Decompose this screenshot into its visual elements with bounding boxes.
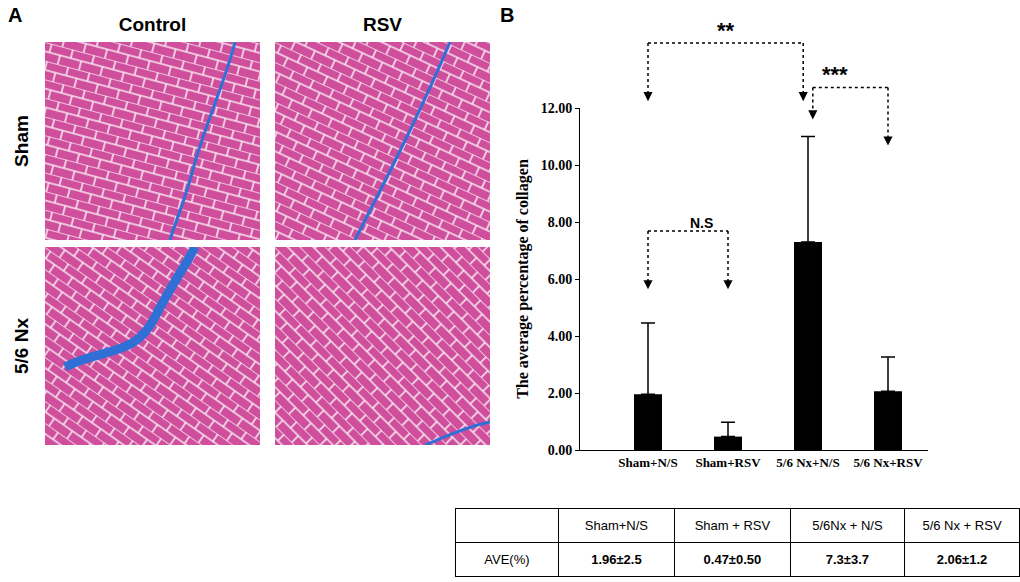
svg-text:***: *** [822, 62, 848, 87]
html-text:Sham: Sham [11, 115, 32, 167]
svg-text:4.00: 4.00 [548, 329, 573, 344]
svg-text:8.00: 8.00 [548, 215, 573, 230]
svg-text:10.00: 10.00 [541, 158, 573, 173]
svg-text:**: ** [717, 18, 735, 43]
svg-text:6.00: 6.00 [548, 272, 573, 287]
svg-text:N.S: N.S [690, 215, 713, 231]
html-text:0.47±0.50: 0.47±0.50 [703, 552, 762, 567]
svg-text:Sham+RSV: Sham+RSV [695, 455, 761, 470]
svg-text:5/6 Nx+RSV: 5/6 Nx+RSV [853, 455, 923, 470]
svg-text:Sham+N/S: Sham+N/S [618, 455, 677, 470]
html-text:B: B [500, 4, 515, 26]
html-text:A: A [8, 4, 23, 26]
html-text:Sham+N/S: Sham+N/S [584, 518, 648, 533]
svg-text:12.00: 12.00 [541, 101, 573, 116]
html-text:5/6Nx + N/S: 5/6Nx + N/S [812, 518, 883, 533]
svg-text:0.00: 0.00 [548, 443, 573, 458]
html-text:RSV: RSV [363, 14, 402, 35]
html-text:Sham + RSV: Sham + RSV [694, 518, 771, 533]
html-text:5/6 Nx + RSV: 5/6 Nx + RSV [922, 518, 1002, 533]
html-text:Control: Control [118, 14, 187, 35]
html-text:2.06±1.2: 2.06±1.2 [936, 552, 988, 567]
html-text:1.96±2.5: 1.96±2.5 [591, 552, 642, 567]
svg-text:2.00: 2.00 [548, 386, 573, 401]
html-text:5/6 Nx: 5/6 Nx [11, 318, 32, 374]
html-text:7.3±3.7: 7.3±3.7 [825, 552, 869, 567]
svg-text:The average percentage of coll: The average percentage of collagen [514, 159, 532, 399]
svg-text:5/6 Nx+N/S: 5/6 Nx+N/S [776, 455, 839, 470]
html-text:AVE(%): AVE(%) [484, 552, 530, 567]
